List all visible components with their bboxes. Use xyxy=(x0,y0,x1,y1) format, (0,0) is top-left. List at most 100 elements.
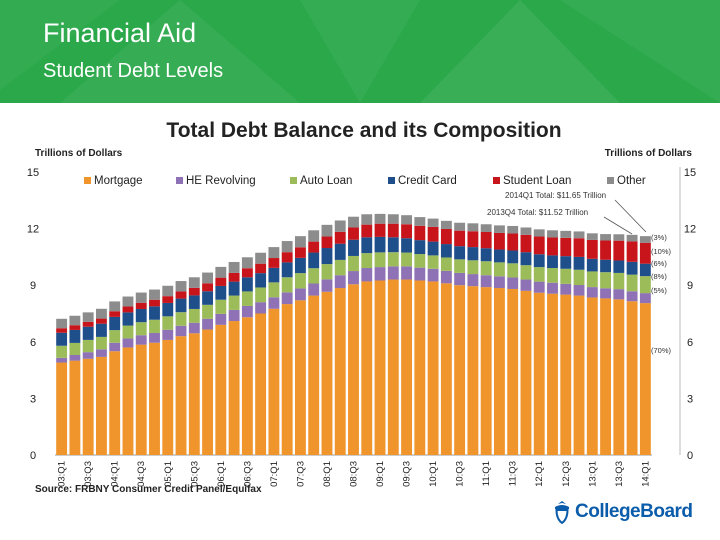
legend-swatch xyxy=(290,177,297,184)
bar-segment-credit-card xyxy=(188,295,200,309)
bar-segment-other xyxy=(281,241,293,253)
bar-segment-auto-loan xyxy=(122,325,134,339)
bar-segment-he-revolving xyxy=(454,272,466,286)
bar-segment-mortgage xyxy=(69,360,81,455)
bar-segment-he-revolving xyxy=(255,302,267,314)
bar-segment-other xyxy=(175,281,187,292)
bar-segment-student-loan xyxy=(228,272,240,282)
bar-segment-credit-card xyxy=(600,259,612,273)
bar-segment-credit-card xyxy=(241,277,253,292)
bar-segment-credit-card xyxy=(334,243,346,260)
bar-segment-other xyxy=(480,224,492,232)
bar-segment-auto-loan xyxy=(294,273,306,289)
bar-segment-auto-loan xyxy=(414,254,426,268)
bar-segment-he-revolving xyxy=(294,288,306,301)
bar-segment-credit-card xyxy=(520,252,532,266)
bar-segment-credit-card xyxy=(149,306,160,320)
x-tick-label: 03:Q3 xyxy=(83,461,94,487)
header-background-pattern xyxy=(0,0,720,103)
y-tick-right: 12 xyxy=(684,224,696,236)
bar-segment-other xyxy=(308,230,320,242)
y-tick-left: 15 xyxy=(27,167,39,179)
bar-segment-credit-card xyxy=(109,316,121,331)
bar-segment-he-revolving xyxy=(95,349,107,357)
bar-segment-mortgage xyxy=(454,285,466,455)
bar-segment-credit-card xyxy=(639,263,651,277)
bar-segment-mortgage xyxy=(56,362,68,455)
bar-segment-credit-card xyxy=(467,247,479,261)
bar-segment-auto-loan xyxy=(215,299,227,314)
bar-segment-auto-loan xyxy=(427,255,439,269)
bar-segment-other xyxy=(454,222,466,231)
bar-segment-mortgage xyxy=(560,294,572,455)
college-board-logo: CollegeBoard xyxy=(552,498,693,526)
bar-segment-mortgage xyxy=(149,342,160,455)
bar-segment-mortgage xyxy=(162,339,174,455)
x-tick-label: 10:Q1 xyxy=(428,461,439,487)
bar-segment-credit-card xyxy=(82,326,94,340)
x-tick-label: 13:Q1 xyxy=(587,461,598,487)
y-tick-right: 0 xyxy=(687,450,693,462)
bar-segment-he-revolving xyxy=(480,275,492,288)
bar-segment-student-loan xyxy=(294,247,306,258)
bar-segment-he-revolving xyxy=(334,275,346,289)
bar-segment-mortgage xyxy=(268,308,280,455)
bar-segment-other xyxy=(162,285,174,297)
legend-swatch xyxy=(84,177,91,184)
share-label: (70%) xyxy=(651,346,672,355)
bar-segment-he-revolving xyxy=(188,322,200,334)
bar-segment-he-revolving xyxy=(82,352,94,359)
bar-segment-mortgage xyxy=(440,283,452,455)
bar-segment-auto-loan xyxy=(547,268,558,283)
bar-segment-other xyxy=(493,225,505,233)
bar-segment-other xyxy=(122,296,134,307)
bar-segment-he-revolving xyxy=(361,268,373,282)
bar-segment-credit-card xyxy=(348,239,359,256)
bar-segment-he-revolving xyxy=(507,277,519,289)
bar-segment-student-loan xyxy=(162,296,174,303)
bar-segment-student-loan xyxy=(600,240,612,260)
bar-segment-mortgage xyxy=(507,288,519,455)
bar-segment-student-loan xyxy=(149,299,160,307)
bar-segment-student-loan xyxy=(547,237,558,256)
legend-swatch xyxy=(607,177,614,184)
bar-segment-auto-loan xyxy=(281,277,293,293)
x-tick-label: 11:Q1 xyxy=(481,461,492,486)
bar-segment-auto-loan xyxy=(321,264,333,280)
bar-segment-auto-loan xyxy=(228,295,240,310)
annotation-2014q1-total: 2014Q1 Total: $11.65 Trillion xyxy=(505,191,606,200)
bar-segment-mortgage xyxy=(467,286,479,455)
x-tick-label: 09:Q1 xyxy=(375,461,386,487)
bar-segment-credit-card xyxy=(586,258,598,272)
bar-segment-student-loan xyxy=(255,263,267,274)
bar-segment-auto-loan xyxy=(334,259,346,276)
bar-segment-he-revolving xyxy=(228,309,240,322)
bar-segment-student-loan xyxy=(175,291,187,299)
bar-segment-other xyxy=(440,220,452,229)
bar-segment-mortgage xyxy=(533,292,545,455)
y-tick-left: 9 xyxy=(30,280,36,292)
bar-segment-auto-loan xyxy=(135,322,147,336)
bar-segment-mortgage xyxy=(480,287,492,455)
bar-segment-mortgage xyxy=(95,356,107,455)
bar-segment-student-loan xyxy=(95,318,107,324)
bar-segment-auto-loan xyxy=(573,269,585,286)
bar-segment-auto-loan xyxy=(520,265,532,280)
bar-segment-he-revolving xyxy=(573,285,585,296)
bar-segment-he-revolving xyxy=(626,291,638,302)
legend-swatch xyxy=(493,177,500,184)
bar-segment-he-revolving xyxy=(586,287,598,298)
bar-segment-he-revolving xyxy=(69,355,81,361)
bar-segment-credit-card xyxy=(560,256,572,269)
bar-segment-mortgage xyxy=(255,313,267,455)
bar-segment-he-revolving xyxy=(427,268,439,282)
bar-segment-mortgage xyxy=(493,288,505,455)
page-subtitle: Student Debt Levels xyxy=(43,60,224,82)
bar-segment-credit-card xyxy=(480,248,492,262)
bar-segment-credit-card xyxy=(387,237,399,253)
bar-segment-other xyxy=(507,225,519,234)
bar-segment-credit-card xyxy=(162,302,174,317)
bar-segment-he-revolving xyxy=(493,276,505,289)
legend-swatch xyxy=(388,177,395,184)
bar-segment-student-loan xyxy=(241,268,253,278)
